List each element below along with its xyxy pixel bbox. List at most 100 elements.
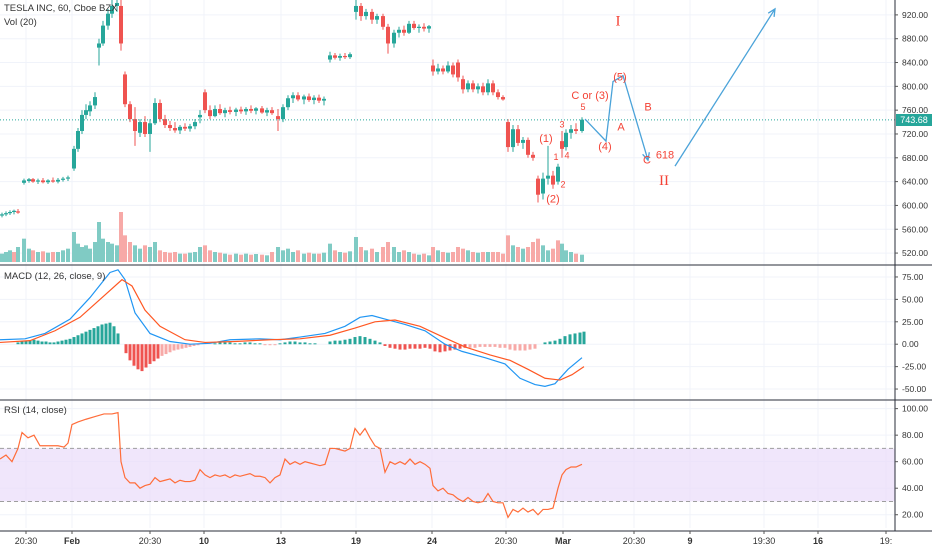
volume-bar <box>143 245 147 262</box>
macd-histogram-bar <box>108 322 112 345</box>
candle <box>148 119 152 152</box>
wave-label: A <box>617 121 625 133</box>
candle <box>354 0 358 20</box>
price-axis-label: 0.00 <box>902 339 919 349</box>
candle <box>546 145 550 185</box>
candle <box>506 119 510 152</box>
volume-bar <box>188 252 192 262</box>
wave-label: (1) <box>539 133 552 145</box>
macd-histogram-bar <box>498 344 502 348</box>
candle <box>66 175 70 182</box>
macd-histogram-bar <box>508 344 512 350</box>
candle-body <box>461 79 465 90</box>
macd-histogram-bar <box>196 344 200 346</box>
macd-histogram-bar <box>24 340 28 345</box>
volume-bar <box>110 243 114 262</box>
volume-bar <box>386 242 390 262</box>
volume-bar <box>536 238 540 262</box>
volume-bar <box>265 255 269 262</box>
candle-body <box>36 180 40 182</box>
candle-body <box>0 214 4 216</box>
macd-histogram-bar <box>453 344 457 350</box>
volume-bar <box>223 253 227 262</box>
candle <box>541 172 545 200</box>
macd-histogram-bar <box>192 344 196 346</box>
candle-body <box>4 213 8 215</box>
candle-body <box>471 83 475 90</box>
candle-body <box>354 5 358 12</box>
candle-body <box>456 62 460 78</box>
candle <box>119 0 123 51</box>
candle <box>471 80 475 93</box>
macd-lines <box>0 269 585 387</box>
macd-histogram-bar <box>578 332 582 345</box>
candle <box>244 107 248 115</box>
wave-label: 2 <box>560 180 565 190</box>
candle <box>260 105 264 114</box>
macd-histogram-bar <box>378 342 382 345</box>
candle-body <box>580 119 584 131</box>
candle-body <box>101 25 105 44</box>
candle <box>153 98 157 126</box>
price-axis-label: 50.00 <box>902 294 924 304</box>
macd-histogram-bar <box>363 337 367 345</box>
candle <box>115 0 119 12</box>
candle-body <box>208 110 212 117</box>
rsi-legend[interactable]: RSI (14, close) <box>4 405 67 416</box>
volume-bar <box>466 250 470 262</box>
macd-histogram-bar <box>563 336 567 345</box>
volume-bar <box>0 253 4 262</box>
volume-bar <box>101 238 105 262</box>
candle <box>407 20 411 34</box>
candle <box>133 107 137 146</box>
macd-histogram-bar <box>443 344 447 352</box>
time-axis-label: 19:30 <box>753 536 776 546</box>
candle <box>93 92 97 109</box>
macd-legend[interactable]: MACD (12, 26, close, 9) <box>4 271 106 282</box>
volume-bar <box>183 253 187 262</box>
volume-bar <box>556 240 560 262</box>
candle-body <box>491 83 495 93</box>
symbol-legend[interactable]: TESLA INC, 60, Cboe BZX <box>4 3 118 14</box>
macd-histogram-bar <box>278 343 282 345</box>
volume-bar <box>208 250 212 262</box>
volume-bar <box>521 248 525 262</box>
macd-histogram-bar <box>148 344 152 364</box>
volume-bar <box>249 254 253 262</box>
volume-bar <box>119 212 123 262</box>
candle-body <box>569 129 573 133</box>
volume-bar <box>281 250 285 262</box>
candle-body <box>265 110 269 113</box>
price-axis-label: 60.00 <box>902 457 924 467</box>
macd-histogram-bar <box>176 344 180 350</box>
macd-histogram-bar <box>493 344 497 347</box>
candle <box>110 0 114 18</box>
candle-body <box>506 122 510 148</box>
volume-bar <box>574 253 578 262</box>
macd-histogram-bar <box>368 338 372 345</box>
candle-body <box>364 11 368 17</box>
macd-histogram-bar <box>333 340 337 345</box>
macd-histogram-bar <box>32 339 36 345</box>
wave-label: (4) <box>598 141 611 153</box>
candle <box>574 123 578 134</box>
candle <box>276 108 280 131</box>
volume-legend[interactable]: Vol (20) <box>4 17 37 28</box>
candle <box>556 163 560 185</box>
volume-bar <box>364 250 368 262</box>
candle-body <box>441 68 445 72</box>
volume-bar <box>481 252 485 262</box>
time-axis-label: 10 <box>199 536 209 546</box>
macd-histogram-bar <box>383 344 387 346</box>
candle-body <box>496 92 500 98</box>
macd-histogram-bar <box>573 333 577 345</box>
candle <box>364 8 368 20</box>
candle-body <box>397 29 401 33</box>
price-axis-label: 75.00 <box>902 272 924 282</box>
wave-label: 3 <box>559 119 564 129</box>
candle-body <box>61 178 65 180</box>
volume-bar <box>436 250 440 262</box>
candle-body <box>466 83 470 90</box>
